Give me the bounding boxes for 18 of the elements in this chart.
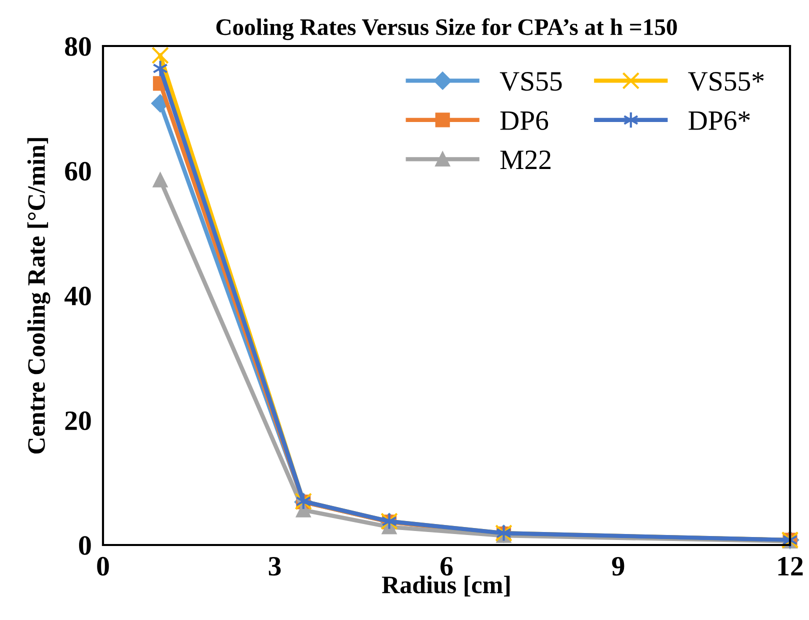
x-axis-title: Radius [cm] bbox=[382, 576, 510, 596]
x-tick-label: 3 bbox=[268, 556, 281, 576]
y-tick-label: 40 bbox=[64, 286, 91, 306]
legend-label: VS55 bbox=[500, 72, 562, 91]
y-tick-label: 60 bbox=[65, 162, 91, 181]
chart-title: Cooling Rates Versus Size for CPA’s at h =150 bbox=[216, 18, 677, 40]
legend-label: M22 bbox=[500, 150, 550, 169]
legend-label: DP6 bbox=[500, 111, 548, 130]
x-tick-label: 9 bbox=[612, 556, 624, 576]
y-tick-label: 80 bbox=[65, 37, 91, 56]
legend-label: VS55* bbox=[688, 72, 764, 91]
y-axis-title: Centre Cooling Rate [°C/min] bbox=[27, 138, 50, 454]
y-tick-label: 0 bbox=[79, 536, 91, 555]
x-tick-label: 12 bbox=[778, 556, 803, 576]
x-tick-label: 0 bbox=[97, 556, 109, 576]
y-tick-label: 20 bbox=[65, 411, 91, 430]
x-tick-label: 6 bbox=[440, 556, 453, 576]
legend-label: DP6* bbox=[688, 111, 750, 130]
